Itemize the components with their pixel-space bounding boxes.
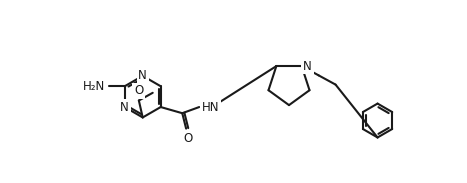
Text: H₂N: H₂N bbox=[83, 80, 106, 93]
Text: O: O bbox=[184, 132, 193, 145]
Text: O: O bbox=[134, 84, 143, 97]
Text: N: N bbox=[303, 60, 312, 73]
Text: N: N bbox=[120, 100, 129, 113]
Text: HN: HN bbox=[202, 100, 219, 113]
Text: N: N bbox=[138, 69, 147, 82]
